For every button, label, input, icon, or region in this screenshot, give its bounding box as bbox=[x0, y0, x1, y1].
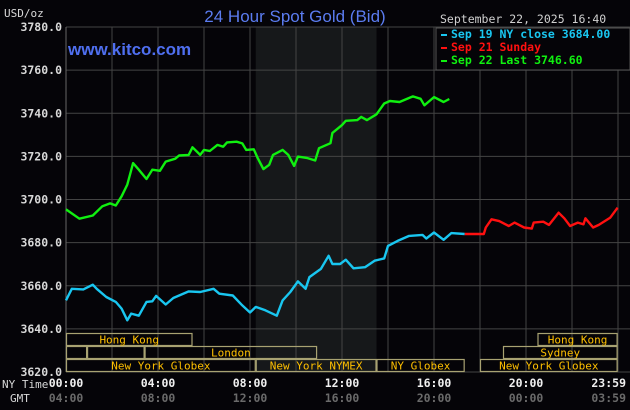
ny-time-tick: 16:00 bbox=[417, 376, 452, 390]
kitco-watermark: www.kitco.com bbox=[67, 40, 191, 59]
series-line-1 bbox=[464, 206, 619, 236]
series-line-0 bbox=[64, 231, 465, 322]
ny-time-tick: 08:00 bbox=[233, 376, 268, 390]
session-box bbox=[65, 345, 88, 360]
gmt-tick: 00:00 bbox=[509, 391, 544, 405]
y-tick-label: 3740.0 bbox=[20, 106, 62, 120]
gmt-tick: 08:00 bbox=[141, 391, 176, 405]
legend-sep21: Sep 21 Sunday bbox=[451, 40, 541, 54]
legend-sep19: Sep 19 NY close 3684.00 bbox=[451, 27, 610, 41]
y-axis-label: USD/oz bbox=[4, 7, 44, 20]
y-tick-label: 3640.0 bbox=[20, 322, 62, 336]
gmt-tick: 03:59 bbox=[591, 391, 626, 405]
ny-time-tick: 12:00 bbox=[325, 376, 360, 390]
timestamp: September 22, 2025 16:40 bbox=[440, 12, 606, 26]
chart-title: 24 Hour Spot Gold (Bid) bbox=[204, 7, 385, 26]
legend-swatch-sep21 bbox=[441, 47, 447, 49]
legend-swatch-sep22 bbox=[441, 60, 447, 62]
grid bbox=[65, 26, 630, 373]
session-label: New York NYMEX bbox=[270, 360, 363, 373]
session-label: Hong Kong bbox=[548, 334, 608, 347]
ny-time-tick: 23:59 bbox=[591, 376, 626, 390]
gmt-tick: 04:00 bbox=[49, 391, 84, 405]
y-tick-labels: 3780.0 3760.0 3740.0 3720.0 3700.0 3680.0 3660… bbox=[20, 20, 62, 379]
session-box bbox=[376, 358, 465, 373]
gmt-label: GMT bbox=[10, 392, 30, 405]
ny-time-label: NY Time bbox=[2, 378, 48, 391]
session-box bbox=[65, 358, 256, 373]
session-label: NY Globex bbox=[391, 360, 451, 373]
session-label: New York Globex bbox=[499, 360, 599, 373]
legend-sep22: Sep 22 Last 3746.60 bbox=[451, 53, 583, 67]
series-line-2 bbox=[65, 95, 450, 220]
session-label: London bbox=[211, 347, 251, 360]
y-tick-label: 3700.0 bbox=[20, 193, 62, 207]
session-box bbox=[144, 345, 318, 360]
session-label: Hong Kong bbox=[99, 334, 159, 347]
y-tick-label: 3780.0 bbox=[20, 20, 62, 34]
ny-time-tick: 00:00 bbox=[49, 376, 84, 390]
legend-box bbox=[435, 27, 630, 71]
gmt-tick: 20:00 bbox=[417, 391, 452, 405]
ny-time-tick: 20:00 bbox=[509, 376, 544, 390]
x-tick-labels: 00:0004:0004:0008:0008:0012:0012:0016:00… bbox=[49, 376, 626, 405]
session-label: New York Globex bbox=[111, 360, 211, 373]
gmt-tick: 16:00 bbox=[325, 391, 360, 405]
session-label: Sydney bbox=[540, 347, 580, 360]
series-lines bbox=[64, 95, 619, 322]
session-box bbox=[255, 358, 377, 373]
ny-time-tick: 04:00 bbox=[141, 376, 176, 390]
y-tick-label: 3760.0 bbox=[20, 63, 62, 77]
gmt-tick: 12:00 bbox=[233, 391, 268, 405]
legend-swatch-sep19 bbox=[441, 34, 447, 36]
y-tick-label: 3620.0 bbox=[20, 365, 62, 379]
y-tick-label: 3720.0 bbox=[20, 149, 62, 163]
session-box bbox=[537, 332, 618, 347]
session-box bbox=[86, 345, 145, 360]
legend: Sep 19 NY close 3684.00 Sep 21 Sunday Se… bbox=[435, 27, 630, 71]
session-box bbox=[502, 345, 618, 360]
session-box bbox=[479, 358, 618, 373]
y-tick-label: 3680.0 bbox=[20, 236, 62, 250]
session-box bbox=[65, 332, 193, 347]
y-tick-label: 3660.0 bbox=[20, 279, 62, 293]
